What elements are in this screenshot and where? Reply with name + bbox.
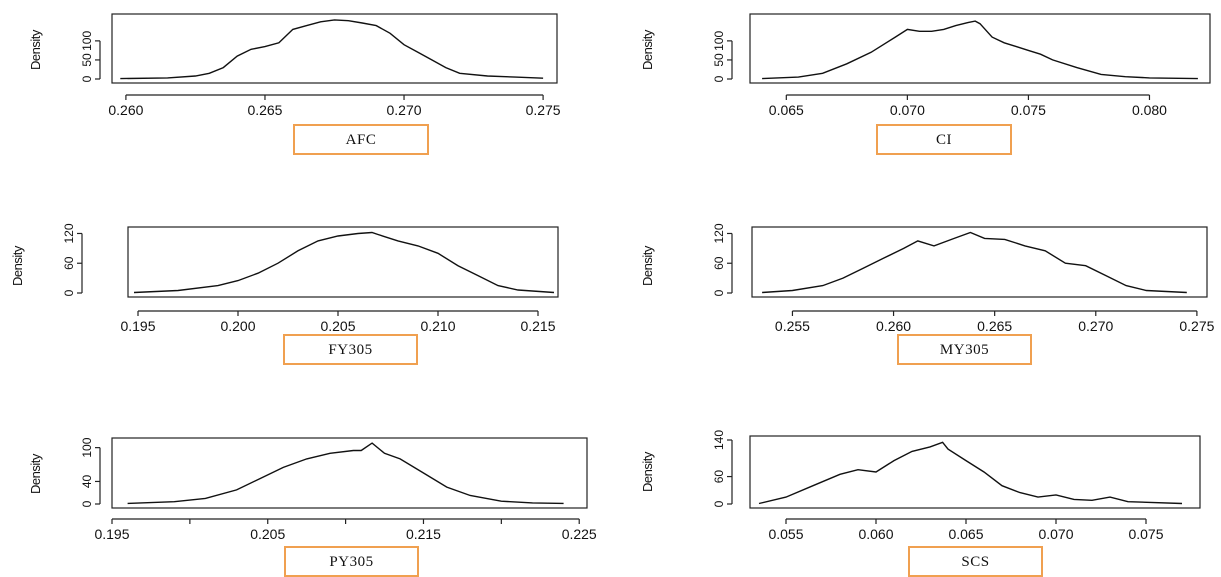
density-plot-svg: 0.195 0.200 0.205 0.210 0.215 0 60 120 bbox=[62, 223, 559, 334]
y-tick-label: 0 bbox=[712, 75, 726, 82]
y-tick-label: 0 bbox=[80, 75, 94, 82]
density-plot-svg: 0.255 0.260 0.265 0.270 0.275 0 60 120 bbox=[712, 223, 1215, 334]
y-tick-label: 0 bbox=[712, 500, 726, 507]
density-plot-svg: 0.055 0.060 0.065 0.070 0.075 0 60 140 bbox=[712, 430, 1201, 542]
y-tick-label: 60 bbox=[62, 256, 76, 270]
density-panel-ci: Density 0.065 0.070 0.075 0.080 0 50 100 CI bbox=[610, 0, 1221, 190]
density-panel-fy305: Density 0.195 0.200 0.205 0.210 0.215 0 60 120 … bbox=[0, 200, 600, 380]
density-line bbox=[762, 20, 1198, 80]
density-panel-scs: Density 0.055 0.060 0.065 0.070 0.075 0 60 140 … bbox=[610, 400, 1221, 577]
variable-name-label: FY305 bbox=[283, 334, 418, 365]
density-line bbox=[133, 231, 555, 294]
y-tick-label: 120 bbox=[712, 223, 726, 243]
x-tick-label: 0.060 bbox=[858, 526, 893, 542]
variable-name-label: AFC bbox=[293, 124, 429, 155]
y-tick-label: 100 bbox=[80, 437, 94, 457]
x-tick-label: 0.255 bbox=[775, 318, 810, 334]
x-tick-label: 0.065 bbox=[948, 526, 983, 542]
density-panel-py305: Density 0.195 0.205 0.215 0.225 0 40 100 PY305 bbox=[0, 400, 600, 577]
x-tick-label: 0.270 bbox=[1078, 318, 1113, 334]
x-tick-label: 0.195 bbox=[120, 318, 155, 334]
y-tick-label: 0 bbox=[80, 500, 94, 507]
plot-frame bbox=[111, 437, 588, 509]
plot-frame bbox=[749, 435, 1201, 509]
y-tick-label: 0 bbox=[62, 289, 76, 296]
y-tick-label: 100 bbox=[80, 31, 94, 51]
x-tick-label: 0.225 bbox=[562, 526, 597, 542]
y-tick-label: 60 bbox=[712, 256, 726, 270]
y-tick-label: 50 bbox=[712, 53, 726, 67]
x-tick-label: 0.195 bbox=[94, 526, 129, 542]
x-tick-label: 0.205 bbox=[320, 318, 355, 334]
density-line bbox=[762, 231, 1187, 294]
x-tick-label: 0.260 bbox=[876, 318, 911, 334]
x-tick-label: 0.070 bbox=[890, 102, 925, 118]
density-line bbox=[758, 441, 1183, 505]
density-panel-afc: Density 0.260 0.265 0.270 0.275 0 50 100 AFC bbox=[0, 0, 600, 190]
x-tick-label: 0.065 bbox=[769, 102, 804, 118]
y-tick-label: 50 bbox=[80, 53, 94, 67]
x-tick-label: 0.215 bbox=[406, 526, 441, 542]
plot-frame bbox=[749, 13, 1211, 84]
y-tick-label: 60 bbox=[712, 470, 726, 484]
variable-name-label: CI bbox=[876, 124, 1012, 155]
x-tick-label: 0.215 bbox=[520, 318, 555, 334]
density-panel-my305: Density 0.255 0.260 0.265 0.270 0.275 0 60 120 … bbox=[610, 200, 1221, 380]
density-line bbox=[120, 19, 544, 80]
x-tick-label: 0.270 bbox=[387, 102, 422, 118]
y-tick-label: 0 bbox=[712, 289, 726, 296]
x-tick-label: 0.080 bbox=[1132, 102, 1167, 118]
plot-frame bbox=[127, 226, 559, 298]
x-tick-label: 0.265 bbox=[247, 102, 282, 118]
y-tick-label: 140 bbox=[712, 430, 726, 450]
x-tick-label: 0.200 bbox=[220, 318, 255, 334]
x-tick-label: 0.275 bbox=[1179, 318, 1214, 334]
variable-name-label: MY305 bbox=[897, 334, 1032, 365]
density-line bbox=[127, 442, 564, 505]
y-tick-label: 40 bbox=[80, 474, 94, 488]
density-plot-svg: 0.065 0.070 0.075 0.080 0 50 100 bbox=[712, 13, 1211, 118]
x-tick-label: 0.075 bbox=[1011, 102, 1046, 118]
x-tick-label: 0.205 bbox=[250, 526, 285, 542]
x-tick-label: 0.075 bbox=[1128, 526, 1163, 542]
x-tick-label: 0.055 bbox=[768, 526, 803, 542]
x-tick-label: 0.070 bbox=[1038, 526, 1073, 542]
x-tick-label: 0.260 bbox=[108, 102, 143, 118]
variable-name-label: SCS bbox=[908, 546, 1043, 577]
variable-name-label: PY305 bbox=[284, 546, 419, 577]
plot-frame bbox=[111, 13, 558, 84]
plot-frame bbox=[751, 226, 1208, 298]
density-plot-svg: 0.195 0.205 0.215 0.225 0 40 100 bbox=[80, 437, 597, 542]
x-tick-label: 0.210 bbox=[420, 318, 455, 334]
y-tick-label: 100 bbox=[712, 31, 726, 51]
x-tick-label: 0.265 bbox=[977, 318, 1012, 334]
x-tick-label: 0.275 bbox=[526, 102, 561, 118]
density-plot-svg: 0.260 0.265 0.270 0.275 0 50 100 bbox=[80, 13, 561, 118]
y-tick-label: 120 bbox=[62, 223, 76, 243]
